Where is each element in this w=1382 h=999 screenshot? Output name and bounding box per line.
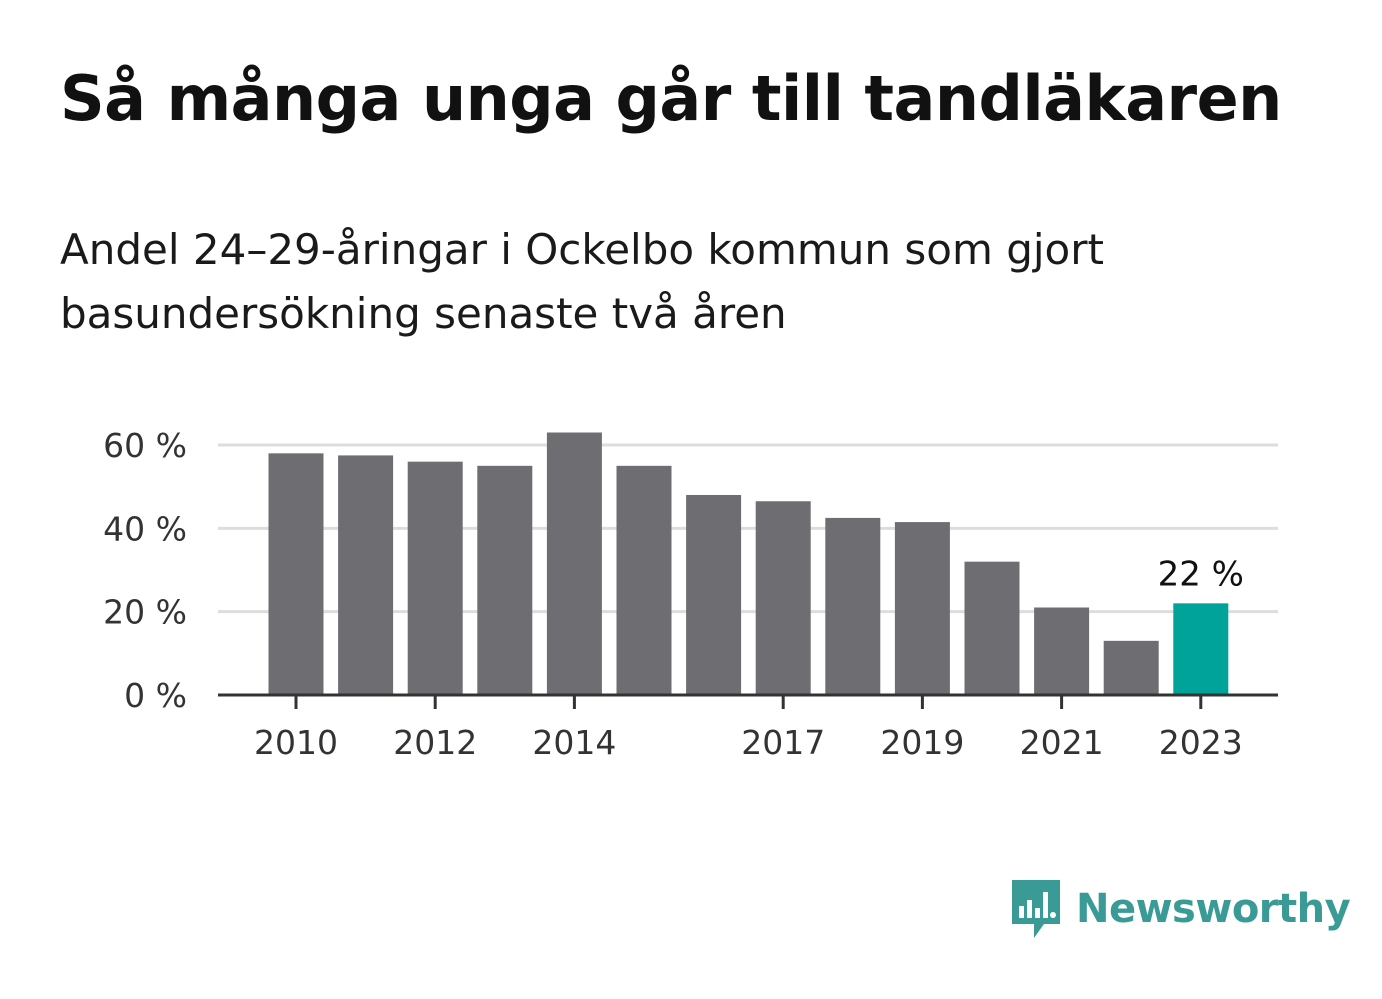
bar-2020: [964, 561, 1020, 695]
bar-2010: [268, 453, 324, 695]
data-label: 22 %: [1158, 554, 1244, 594]
x-tick-label: 2010: [254, 723, 338, 762]
bar-2014: [546, 432, 602, 695]
x-tick-label: 2019: [880, 723, 964, 762]
x-tick-label: 2014: [532, 723, 616, 762]
bar-2018: [825, 517, 881, 695]
bar-2023: [1173, 603, 1229, 695]
bars: [268, 432, 1229, 695]
x-tick-label: 2021: [1020, 723, 1104, 762]
bar-2019: [894, 522, 950, 695]
newsworthy-logo: Newsworthy: [1010, 878, 1351, 940]
newsworthy-logo-text: Newsworthy: [1076, 886, 1351, 932]
y-axis: 0 % 20 % 40 % 60 %: [103, 426, 187, 715]
bar-2015: [616, 465, 672, 695]
bar-2012: [407, 461, 463, 695]
gridlines: [218, 443, 1278, 614]
chart-subtitle: Andel 24–29-åringar i Ockelbo kommun som…: [60, 225, 1104, 338]
bar-2011: [338, 455, 394, 695]
newsworthy-logo-icon: [1012, 880, 1060, 938]
bar-2013: [477, 465, 533, 695]
y-tick-label: 60 %: [103, 426, 187, 465]
y-tick-label: 40 %: [103, 509, 187, 548]
chart-title: Så många unga går till tandläkaren: [60, 62, 1282, 135]
data-labels: 22 %: [1158, 554, 1244, 594]
y-tick-label: 0 %: [124, 676, 187, 715]
x-axis: 2010 2012 2014 2017 2019 2021 2023: [218, 693, 1278, 762]
bar-2022: [1103, 640, 1159, 695]
bar-2017: [755, 501, 811, 695]
x-tick-label: 2023: [1159, 723, 1243, 762]
y-tick-label: 20 %: [103, 593, 187, 632]
x-tick-label: 2012: [393, 723, 477, 762]
bar-2021: [1034, 607, 1090, 695]
bar-2016: [686, 495, 742, 695]
x-tick-label: 2017: [741, 723, 825, 762]
